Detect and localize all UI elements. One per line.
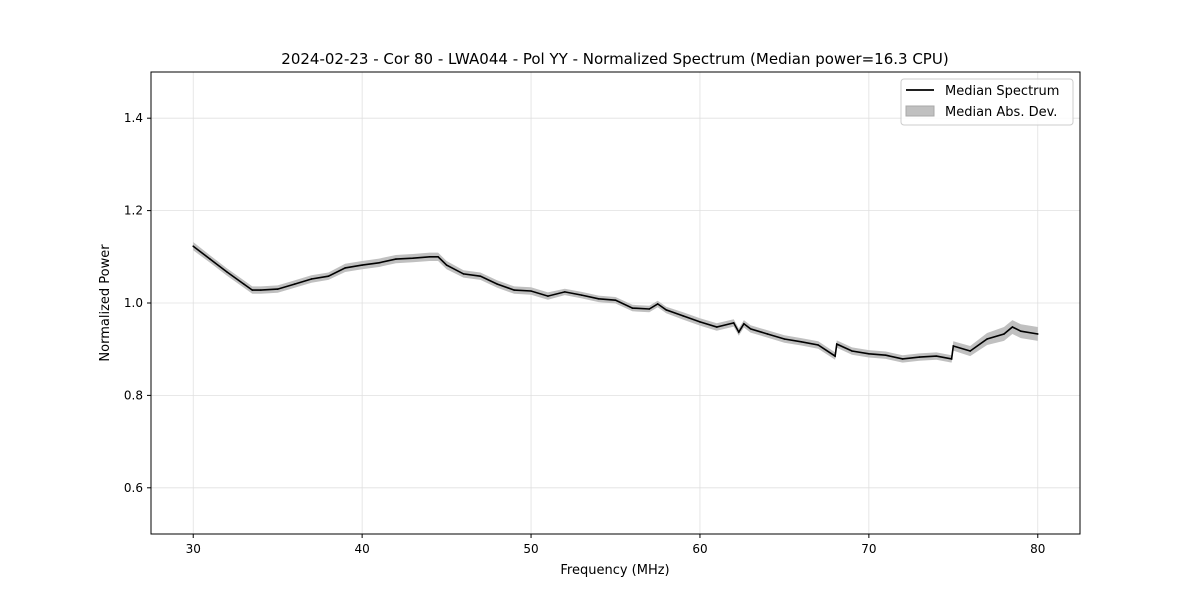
x-tick-label: 30 bbox=[186, 542, 201, 556]
data-point bbox=[699, 321, 701, 323]
data-point bbox=[251, 289, 254, 291]
mad-band bbox=[193, 242, 1038, 363]
y-tick-label: 1.4 bbox=[124, 111, 143, 125]
data-point bbox=[259, 289, 262, 291]
data-point bbox=[868, 353, 870, 355]
data-point bbox=[766, 333, 769, 335]
y-tick-label: 1.2 bbox=[124, 204, 143, 218]
data-point bbox=[648, 308, 651, 310]
data-point bbox=[743, 322, 745, 325]
x-tick-label: 60 bbox=[692, 542, 707, 556]
data-point bbox=[1020, 330, 1022, 332]
legend-label-median: Median Spectrum bbox=[945, 84, 1059, 99]
data-point bbox=[428, 255, 431, 258]
legend: Median Spectrum Median Abs. Dev. bbox=[900, 78, 1074, 126]
data-point bbox=[918, 356, 921, 358]
legend-label-mad: Median Abs. Dev. bbox=[945, 105, 1057, 120]
data-point bbox=[361, 264, 363, 266]
data-point bbox=[935, 355, 938, 357]
data-point bbox=[834, 355, 836, 357]
x-tick-label: 50 bbox=[523, 542, 538, 556]
y-tick-label: 0.6 bbox=[124, 481, 143, 495]
data-point bbox=[437, 255, 439, 258]
x-tick-label: 80 bbox=[1030, 542, 1045, 556]
data-point bbox=[950, 358, 953, 360]
data-point bbox=[682, 315, 684, 317]
data-point bbox=[884, 354, 887, 357]
chart-title: 2024-02-23 - Cor 80 - LWA044 - Pol YY - … bbox=[281, 50, 948, 68]
data-point bbox=[310, 278, 313, 280]
data-point bbox=[851, 350, 853, 352]
data-point bbox=[209, 258, 211, 260]
y-tick-label: 1.0 bbox=[124, 296, 143, 310]
data-point bbox=[192, 245, 195, 247]
data-point bbox=[530, 290, 532, 292]
data-point bbox=[783, 338, 786, 340]
data-point bbox=[738, 331, 740, 333]
data-point bbox=[395, 258, 397, 260]
data-point bbox=[496, 283, 499, 285]
data-point bbox=[800, 341, 803, 343]
data-point bbox=[901, 358, 904, 360]
data-point bbox=[656, 303, 659, 305]
data-point bbox=[276, 288, 279, 290]
legend-box bbox=[900, 78, 1074, 126]
data-point bbox=[344, 267, 347, 269]
data-point bbox=[835, 343, 838, 345]
data-point bbox=[665, 309, 667, 311]
x-axis-label: Frequency (MHz) bbox=[560, 563, 669, 578]
data-point bbox=[1003, 333, 1005, 335]
data-point bbox=[479, 275, 482, 278]
data-point bbox=[580, 294, 583, 296]
data-point bbox=[445, 264, 448, 266]
x-tick-label: 70 bbox=[861, 542, 876, 556]
data-point bbox=[597, 298, 600, 300]
data-point bbox=[243, 283, 245, 285]
data-point bbox=[378, 262, 380, 264]
data-point bbox=[564, 291, 566, 293]
data-point bbox=[732, 322, 735, 324]
data-point bbox=[749, 328, 752, 330]
data-point bbox=[226, 271, 228, 273]
data-point bbox=[513, 289, 515, 291]
data-point bbox=[1011, 326, 1014, 328]
data-point bbox=[293, 283, 296, 285]
y-axis-label: Normalized Power bbox=[98, 244, 113, 362]
data-point bbox=[327, 275, 330, 278]
data-point bbox=[716, 326, 718, 328]
legend-band-swatch bbox=[905, 105, 935, 117]
data-point bbox=[614, 299, 617, 302]
data-point bbox=[547, 295, 549, 297]
data-point bbox=[462, 273, 465, 275]
x-tick-label: 40 bbox=[354, 542, 369, 556]
y-tick-label: 0.8 bbox=[124, 388, 143, 402]
data-point bbox=[986, 338, 988, 340]
data-point bbox=[817, 344, 819, 346]
data-point bbox=[631, 307, 634, 309]
data-point bbox=[952, 345, 955, 347]
data-point bbox=[1036, 333, 1039, 335]
data-point bbox=[412, 257, 414, 259]
data-point bbox=[969, 350, 972, 352]
